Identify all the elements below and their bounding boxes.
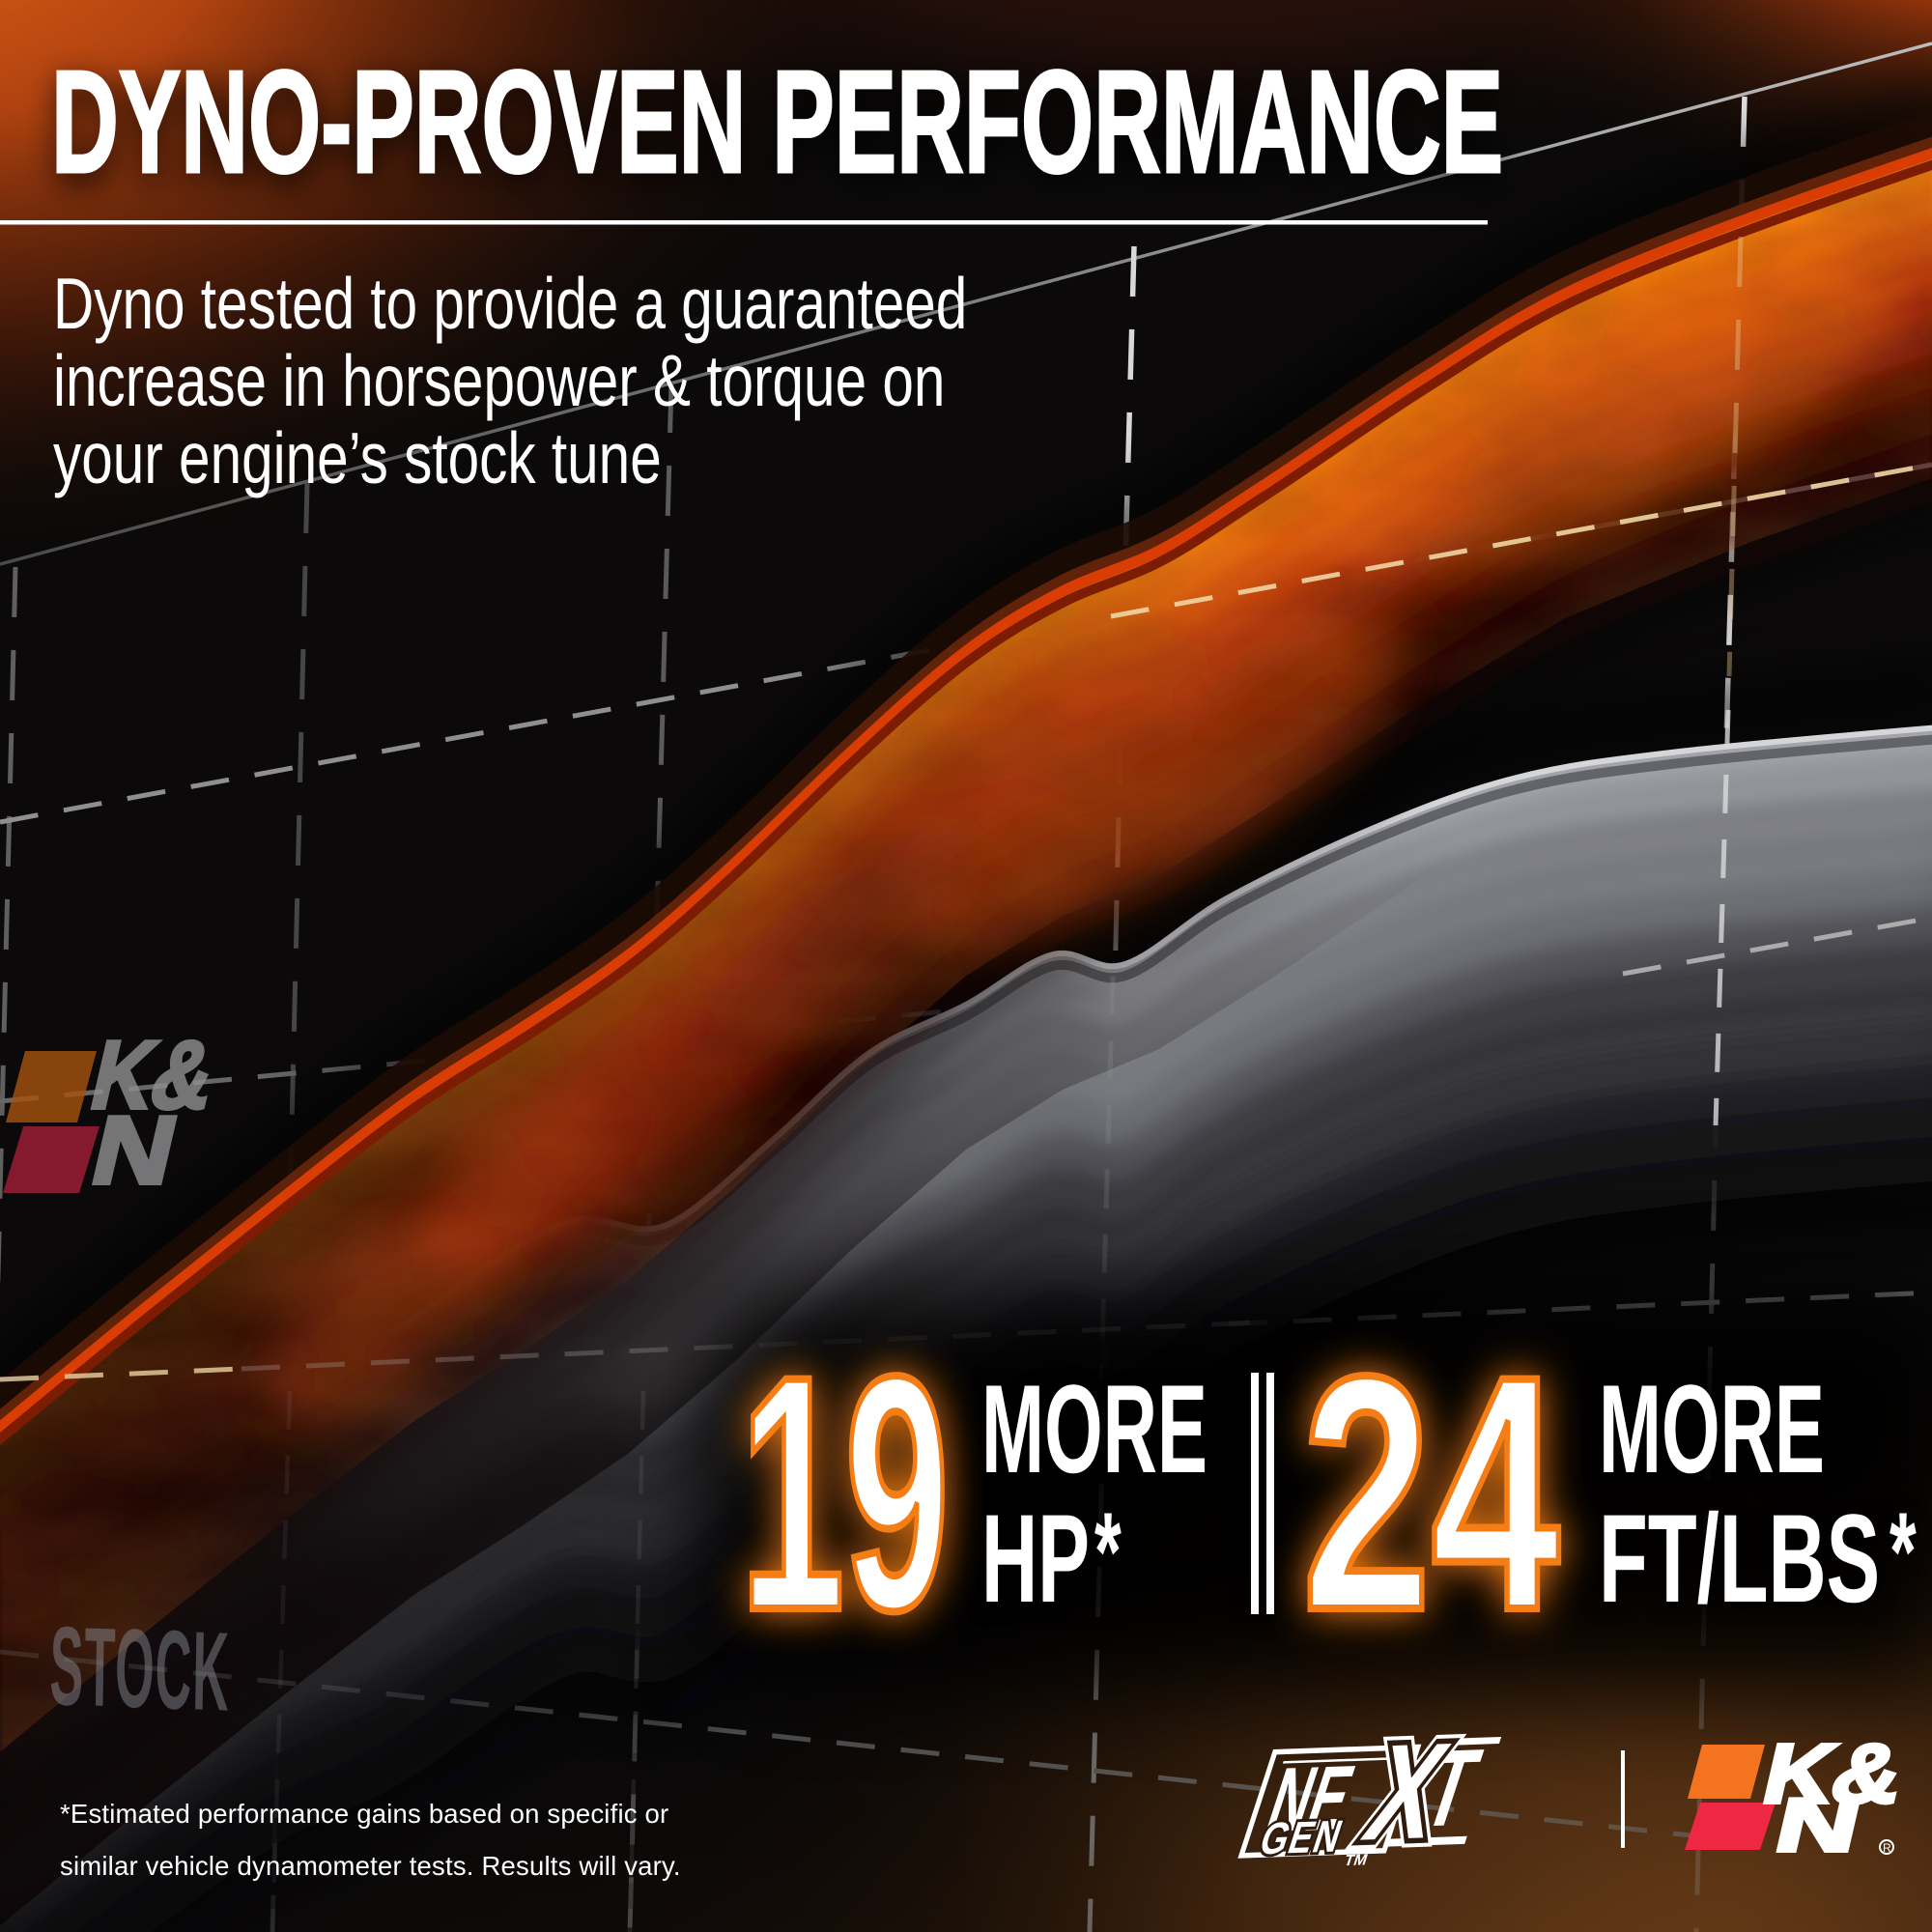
svg-text:FT/LBS: FT/LBS xyxy=(1599,1489,1880,1629)
svg-text:HP: HP xyxy=(981,1488,1090,1628)
svg-text:K&: K& xyxy=(1755,1726,1913,1821)
svg-text:MORE: MORE xyxy=(981,1358,1208,1499)
svg-text:Dyno tested to provide a guara: Dyno tested to provide a guaranteed xyxy=(53,264,967,345)
svg-text:TM: TM xyxy=(1342,1851,1370,1869)
svg-text:K&: K& xyxy=(82,1021,225,1128)
svg-text:STOCK: STOCK xyxy=(49,1605,231,1736)
svg-text:similar vehicle dynamometer te: similar vehicle dynamometer tests. Resul… xyxy=(60,1851,681,1881)
svg-text:*: * xyxy=(1094,1491,1122,1615)
svg-text:24: 24 xyxy=(1302,1307,1561,1680)
svg-text:*Estimated performance gains b: *Estimated performance gains based on sp… xyxy=(60,1799,668,1829)
svg-text:your engine’s stock tune: your engine’s stock tune xyxy=(53,418,662,499)
svg-text:DYNO-PROVEN PERFORMANCE: DYNO-PROVEN PERFORMANCE xyxy=(51,40,1503,203)
svg-text:R: R xyxy=(1883,1841,1891,1855)
svg-text:increase in horsepower & torqu: increase in horsepower & torque on xyxy=(53,341,945,422)
svg-text:*: * xyxy=(1889,1491,1917,1615)
svg-text:MORE: MORE xyxy=(1599,1358,1825,1499)
svg-text:GEN: GEN xyxy=(1254,1811,1350,1864)
svg-text:19: 19 xyxy=(740,1307,950,1679)
